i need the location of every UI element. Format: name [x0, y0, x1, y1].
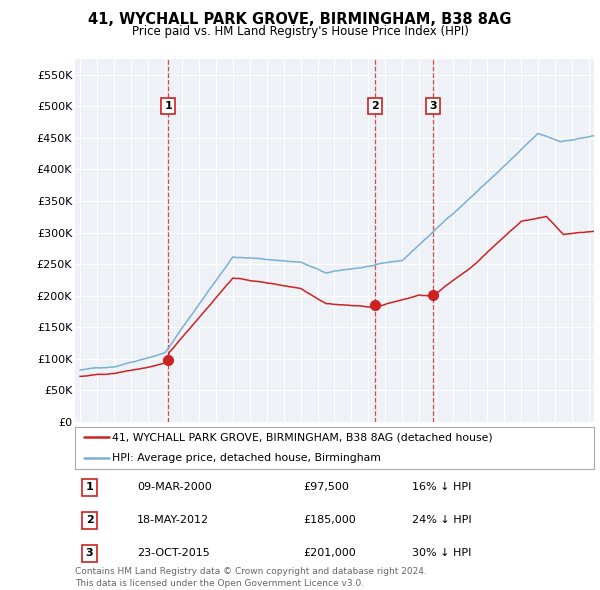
Text: 1: 1	[164, 101, 172, 111]
Text: 09-MAR-2000: 09-MAR-2000	[137, 483, 212, 492]
Text: 1: 1	[86, 483, 94, 492]
Text: 41, WYCHALL PARK GROVE, BIRMINGHAM, B38 8AG: 41, WYCHALL PARK GROVE, BIRMINGHAM, B38 …	[88, 12, 512, 27]
Text: £97,500: £97,500	[304, 483, 349, 492]
Text: 30% ↓ HPI: 30% ↓ HPI	[412, 549, 472, 558]
Text: £201,000: £201,000	[304, 549, 356, 558]
Text: Price paid vs. HM Land Registry's House Price Index (HPI): Price paid vs. HM Land Registry's House …	[131, 25, 469, 38]
Text: 2: 2	[371, 101, 379, 111]
Text: 2: 2	[86, 516, 94, 525]
Text: 23-OCT-2015: 23-OCT-2015	[137, 549, 210, 558]
Text: 16% ↓ HPI: 16% ↓ HPI	[412, 483, 472, 492]
Text: Contains HM Land Registry data © Crown copyright and database right 2024.
This d: Contains HM Land Registry data © Crown c…	[75, 568, 427, 588]
Text: 24% ↓ HPI: 24% ↓ HPI	[412, 516, 472, 525]
Text: £185,000: £185,000	[304, 516, 356, 525]
Text: 41, WYCHALL PARK GROVE, BIRMINGHAM, B38 8AG (detached house): 41, WYCHALL PARK GROVE, BIRMINGHAM, B38 …	[112, 432, 493, 442]
Text: 3: 3	[86, 549, 94, 558]
Text: HPI: Average price, detached house, Birmingham: HPI: Average price, detached house, Birm…	[112, 454, 381, 463]
Text: 3: 3	[429, 101, 437, 111]
Text: 18-MAY-2012: 18-MAY-2012	[137, 516, 209, 525]
